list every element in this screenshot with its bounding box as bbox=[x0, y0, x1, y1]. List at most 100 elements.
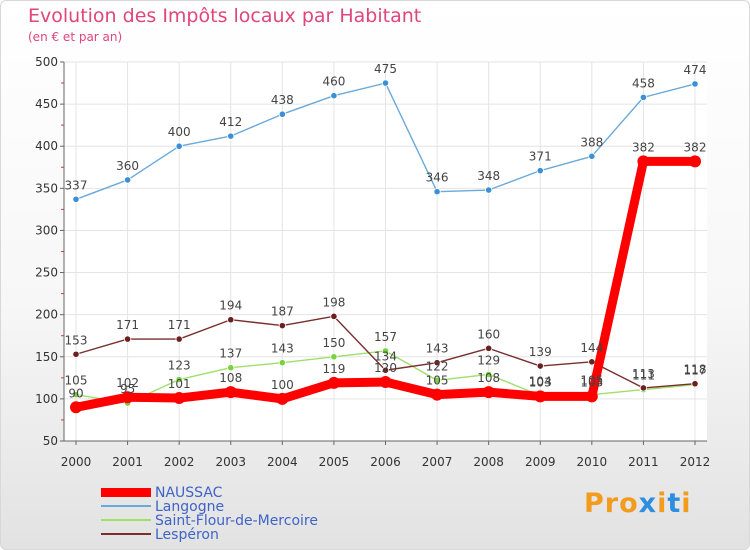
data-point bbox=[431, 388, 444, 401]
data-label: 160 bbox=[477, 327, 500, 341]
legend-swatch bbox=[101, 487, 151, 497]
data-point bbox=[536, 167, 544, 175]
data-label: 348 bbox=[477, 169, 500, 183]
x-tick-label: 2008 bbox=[473, 455, 504, 469]
data-label: 157 bbox=[374, 330, 397, 344]
data-point bbox=[72, 350, 80, 358]
data-label: 129 bbox=[477, 353, 500, 367]
data-point bbox=[276, 392, 289, 405]
data-point bbox=[588, 152, 596, 160]
data-point bbox=[330, 312, 338, 320]
data-point bbox=[121, 391, 134, 404]
y-tick-label: 300 bbox=[35, 223, 58, 237]
data-point bbox=[123, 176, 132, 184]
data-point bbox=[433, 376, 441, 384]
data-label: 460 bbox=[322, 75, 345, 89]
y-tick-label: 350 bbox=[35, 181, 58, 195]
data-point bbox=[72, 195, 80, 203]
data-label: 150 bbox=[322, 336, 345, 350]
data-point bbox=[175, 375, 183, 384]
data-point bbox=[381, 79, 390, 87]
data-label: 105 bbox=[65, 374, 88, 388]
data-label: 143 bbox=[426, 342, 449, 356]
legend-swatch bbox=[101, 505, 151, 507]
data-label: 108 bbox=[219, 371, 242, 385]
x-tick-label: 2003 bbox=[215, 455, 246, 469]
legend-swatch bbox=[101, 519, 151, 521]
legend-label: Saint-Flour-de-Mercoire bbox=[155, 513, 318, 529]
legend-label: Langogne bbox=[155, 499, 225, 515]
data-label: 139 bbox=[529, 345, 552, 359]
data-label: 105 bbox=[426, 374, 449, 388]
data-label: 388 bbox=[580, 135, 603, 149]
y-tick-label: 400 bbox=[35, 139, 58, 153]
data-label: 102 bbox=[116, 376, 139, 390]
data-point bbox=[278, 359, 286, 367]
data-point bbox=[691, 380, 699, 388]
data-point bbox=[485, 370, 493, 379]
data-point bbox=[123, 335, 132, 343]
data-label: 153 bbox=[65, 333, 88, 347]
x-tick-label: 2010 bbox=[577, 455, 608, 469]
data-label: 360 bbox=[116, 159, 139, 173]
data-point bbox=[278, 110, 286, 118]
x-tick-label: 2002 bbox=[164, 455, 195, 469]
y-tick-label: 250 bbox=[35, 266, 58, 280]
data-label: 105 bbox=[580, 374, 603, 388]
legend-label: NAUSSAC bbox=[155, 485, 223, 501]
data-point bbox=[227, 364, 235, 372]
data-label: 371 bbox=[529, 150, 552, 164]
data-point bbox=[227, 132, 235, 140]
data-label: 346 bbox=[426, 171, 449, 185]
data-label: 111 bbox=[632, 369, 655, 383]
data-label: 137 bbox=[219, 347, 242, 361]
y-tick-label: 200 bbox=[35, 308, 58, 322]
data-label: 103 bbox=[529, 375, 552, 389]
data-point bbox=[381, 347, 390, 355]
y-tick-label: 500 bbox=[35, 55, 58, 69]
data-point bbox=[691, 80, 699, 88]
y-tick-label: 50 bbox=[43, 434, 58, 448]
data-point bbox=[224, 386, 237, 399]
data-point bbox=[330, 92, 338, 100]
data-point bbox=[381, 366, 390, 374]
proxiti-logo: Proxiti bbox=[584, 488, 692, 519]
data-label: 412 bbox=[219, 115, 242, 129]
x-tick-label: 2007 bbox=[422, 455, 453, 469]
brand-letter: Pro bbox=[584, 488, 639, 519]
data-label: 104 bbox=[529, 375, 552, 389]
legend-item: Lespéron bbox=[101, 527, 361, 543]
data-label: 382 bbox=[632, 140, 655, 154]
x-tick-label: 2006 bbox=[370, 455, 401, 469]
data-label: 458 bbox=[632, 76, 655, 90]
data-label: 171 bbox=[168, 318, 191, 332]
data-point bbox=[330, 353, 338, 361]
chart-subtitle: (en € et par an) bbox=[28, 30, 123, 44]
data-point bbox=[637, 155, 650, 168]
brand-letter: t bbox=[667, 488, 682, 519]
data-label: 382 bbox=[684, 140, 707, 154]
data-point bbox=[72, 391, 80, 399]
data-point bbox=[327, 376, 340, 389]
legend-item: NAUSSAC bbox=[101, 485, 361, 501]
x-tick-label: 2004 bbox=[267, 455, 298, 469]
data-label: 194 bbox=[219, 299, 242, 313]
x-tick-label: 2012 bbox=[680, 455, 711, 469]
data-point bbox=[175, 335, 183, 343]
legend-item: Langogne bbox=[101, 499, 361, 515]
x-tick-label: 2005 bbox=[319, 455, 350, 469]
brand-letter: i bbox=[657, 488, 668, 519]
brand-letter: i bbox=[681, 488, 692, 519]
data-point bbox=[70, 401, 82, 414]
data-point bbox=[485, 344, 493, 352]
data-point bbox=[639, 384, 648, 392]
data-point bbox=[536, 362, 544, 370]
data-label: 108 bbox=[477, 371, 500, 385]
data-label: 118 bbox=[684, 363, 707, 377]
data-label: 144 bbox=[580, 341, 603, 355]
data-label: 113 bbox=[632, 367, 655, 381]
data-point bbox=[534, 390, 547, 403]
y-tick-label: 150 bbox=[35, 350, 58, 364]
